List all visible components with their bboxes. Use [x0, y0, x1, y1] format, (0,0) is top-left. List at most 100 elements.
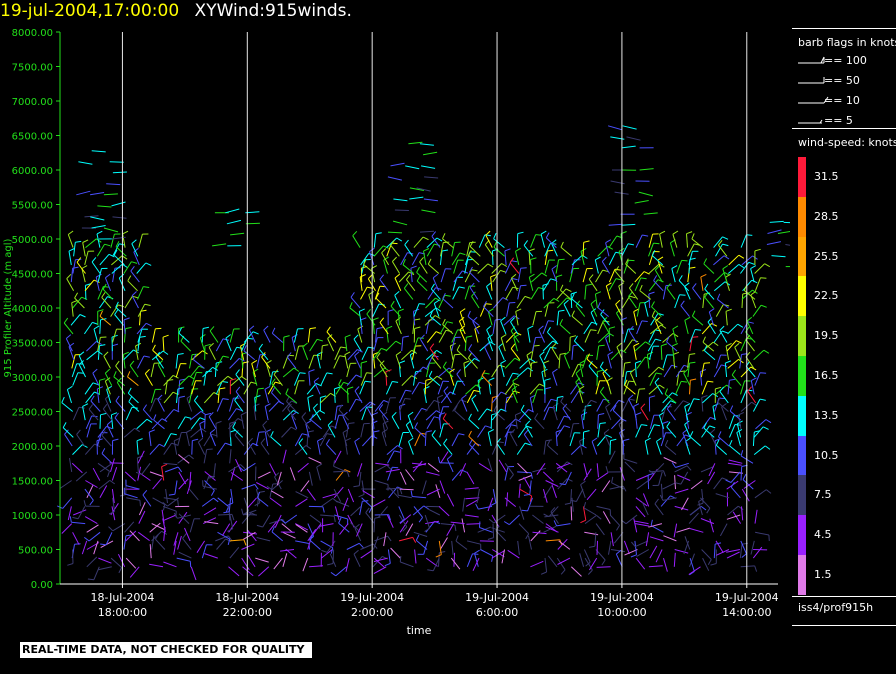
wind-barb [642, 493, 650, 507]
wind-barb-flag [591, 437, 598, 442]
wind-barb-flag [633, 308, 640, 313]
wind-barb [451, 540, 454, 555]
wind-barb [438, 406, 444, 421]
wind-barb [229, 539, 244, 542]
wind-barb-flag [525, 533, 530, 540]
wind-barb-flag [371, 420, 378, 425]
wind-barb [426, 375, 438, 386]
wind-barb-flag [659, 230, 666, 235]
wind-barb [493, 246, 505, 257]
wind-barb [455, 540, 468, 550]
wind-barb [659, 233, 663, 248]
wind-barb [498, 346, 505, 360]
wind-barb [178, 332, 190, 343]
wind-barb [229, 397, 234, 412]
wind-barb [469, 271, 480, 283]
wind-barb-flag [666, 403, 672, 410]
wind-barb-flag [695, 329, 702, 331]
wind-barb [517, 285, 521, 300]
wind-barb [97, 462, 110, 472]
wind-barb [479, 303, 487, 317]
wind-barb [229, 328, 235, 343]
wind-barb-flag [466, 335, 473, 338]
wind-barb [390, 162, 405, 167]
wind-barb-flag [257, 387, 264, 390]
wind-barb [361, 406, 368, 421]
wind-barb [209, 432, 216, 447]
wind-barb [745, 339, 755, 352]
wind-barb-flag [651, 249, 656, 256]
wind-barb [110, 233, 115, 248]
wind-barb [590, 303, 598, 317]
wind-barb [92, 372, 100, 386]
wind-barb-flag [320, 395, 327, 398]
wind-barb [215, 338, 224, 352]
wind-barb-flag [717, 396, 721, 403]
wind-barb-flag [135, 471, 142, 475]
wind-barb-flag [423, 386, 430, 390]
wind-barb-flag [469, 282, 475, 288]
wind-barb [755, 531, 769, 536]
wind-barb [173, 532, 179, 546]
wind-barb-flag [379, 360, 385, 366]
wind-barb [73, 509, 87, 516]
wind-barb [596, 540, 598, 555]
wind-barb [648, 346, 654, 360]
wind-barb [345, 423, 349, 438]
wind-barb [230, 376, 242, 386]
wind-barb-flag [575, 300, 581, 306]
wind-barb-flag [725, 479, 732, 483]
wind-barb-flag [511, 277, 518, 281]
wind-barb-flag [188, 454, 194, 460]
wind-barb-flag [114, 412, 119, 419]
wind-barb [271, 332, 284, 343]
wind-barb [413, 236, 424, 248]
wind-barb-flag [707, 559, 712, 565]
wind-barb-flag [672, 325, 679, 330]
wind-barb [247, 554, 256, 568]
x-tick-time: 22:00:00 [223, 606, 272, 619]
wind-barb [98, 296, 108, 309]
wind-barb-flag [610, 438, 617, 442]
wind-barb [740, 466, 743, 481]
wind-barb-flag [366, 372, 373, 374]
wind-barb [62, 427, 74, 438]
wind-barb [634, 271, 645, 283]
wind-barb [399, 520, 409, 533]
wind-barb [466, 540, 481, 545]
wind-barb-flag [722, 243, 729, 247]
wind-barb [104, 398, 112, 412]
wind-barb [136, 440, 139, 455]
wind-barb [334, 415, 340, 429]
wind-barb [338, 384, 350, 395]
wind-barb-flag [590, 308, 597, 313]
wind-barb [216, 442, 226, 455]
wind-barb-flag [305, 420, 312, 425]
wind-barb [178, 551, 192, 559]
wind-barb [217, 375, 229, 386]
wind-barb-flag [612, 404, 617, 411]
wind-barb-flag [474, 357, 480, 362]
wind-barb [385, 381, 393, 395]
wind-barb [437, 367, 450, 378]
wind-barb [152, 497, 166, 506]
wind-barb [579, 440, 583, 455]
wind-barb-flag [298, 438, 304, 444]
wind-barb [84, 516, 98, 525]
wind-barb [503, 315, 515, 326]
wind-barb [92, 467, 101, 481]
wind-barb-flag [607, 377, 613, 382]
wind-barb [413, 531, 428, 537]
wind-barb [84, 488, 94, 501]
wind-barb-flag [750, 290, 757, 296]
wind-barb-flag [528, 409, 535, 413]
wind-barb [71, 521, 86, 525]
wind-barb [660, 495, 671, 507]
wind-barb [339, 523, 349, 535]
wind-barb-flag [76, 257, 82, 263]
wind-barb [386, 328, 389, 343]
wind-barb [268, 401, 280, 412]
wind-barb-flag [94, 391, 101, 395]
wind-barb-flag [404, 398, 411, 400]
wind-barb-flag [672, 343, 678, 347]
